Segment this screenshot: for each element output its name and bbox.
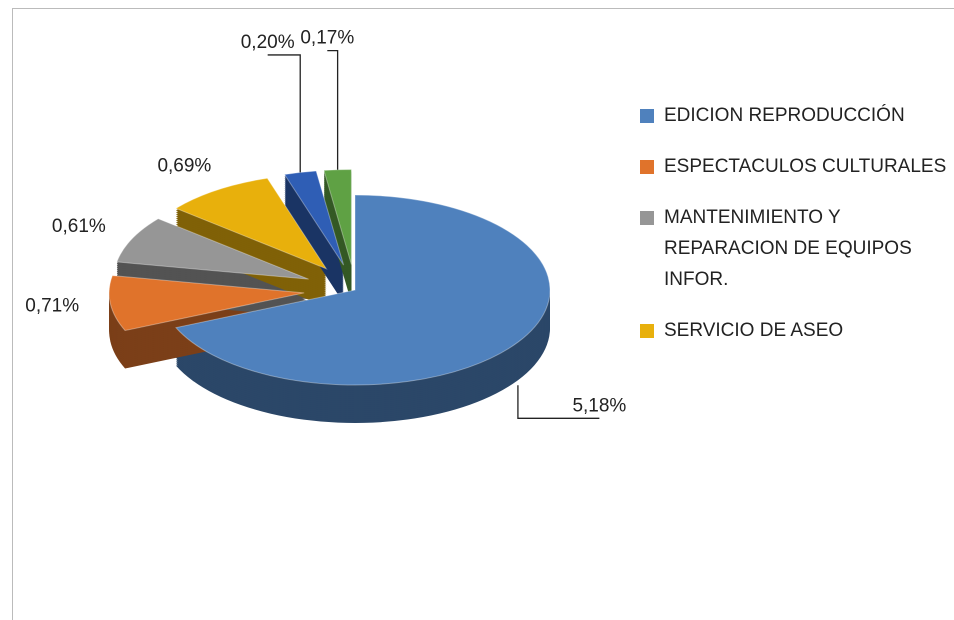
legend-item: SERVICIO DE ASEO <box>640 315 950 346</box>
legend-swatch <box>640 211 654 225</box>
data-label: 0,61% <box>52 216 106 237</box>
legend-item: MANTENIMIENTO Y REPARACION DE EQUIPOS IN… <box>640 202 950 295</box>
legend-item: ESPECTACULOS CULTURALES <box>640 151 950 182</box>
legend-swatch <box>640 160 654 174</box>
legend: EDICION REPRODUCCIÓN ESPECTACULOS CULTURA… <box>640 100 950 366</box>
legend-swatch <box>640 324 654 338</box>
chart-frame <box>12 8 954 620</box>
data-label: 0,17% <box>300 28 354 49</box>
slice <box>174 177 328 270</box>
legend-swatch <box>640 109 654 123</box>
leader-line <box>267 54 301 173</box>
data-label: 5,18% <box>572 395 626 416</box>
data-label: 0,71% <box>25 296 79 317</box>
legend-item: EDICION REPRODUCCIÓN <box>640 100 950 131</box>
legend-label: ESPECTACULOS CULTURALES <box>664 156 947 177</box>
legend-label: MANTENIMIENTO Y REPARACION DE EQUIPOS IN… <box>664 207 912 290</box>
legend-label: EDICION REPRODUCCIÓN <box>664 105 905 126</box>
slice <box>175 194 551 386</box>
leader-line <box>517 385 600 419</box>
slice <box>108 275 305 332</box>
leader-line <box>327 49 339 170</box>
data-label: 0,20% <box>241 32 295 53</box>
data-label: 0,69% <box>157 155 211 176</box>
slice <box>116 218 309 280</box>
legend-label: SERVICIO DE ASEO <box>664 320 844 341</box>
